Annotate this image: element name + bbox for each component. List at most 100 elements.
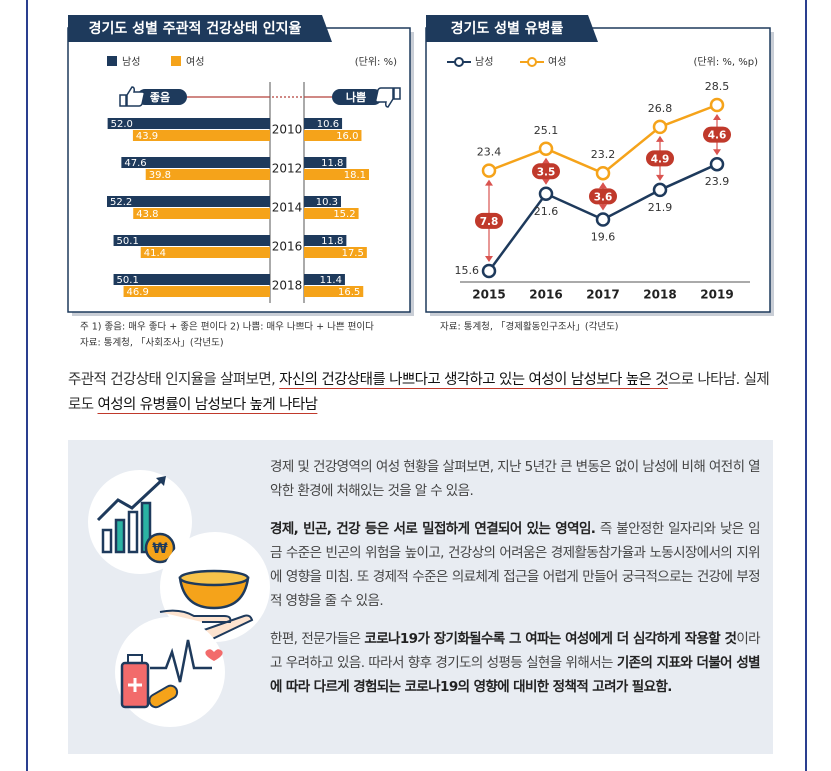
bar-good xyxy=(113,235,271,246)
gap-arrowhead xyxy=(485,179,493,186)
bar-bad xyxy=(304,247,367,258)
point xyxy=(481,263,497,279)
bar-good xyxy=(113,274,271,285)
value-label: 15.6 xyxy=(455,264,480,277)
bar-bad xyxy=(304,196,341,207)
gap-arrowhead xyxy=(656,174,664,181)
bar-good xyxy=(107,196,270,207)
gap-arrowhead xyxy=(656,135,664,142)
value-label: 11.8 xyxy=(321,158,343,169)
value-label: 11.4 xyxy=(320,275,342,286)
paragraph: 경제 및 건강영역의 여성 현황을 살펴보면, 지난 5년간 큰 변동은 없이 … xyxy=(270,455,761,503)
unit-label: (단위: %) xyxy=(355,55,397,68)
x-tick-label: 2018 xyxy=(643,288,676,302)
thumb-down-icon xyxy=(375,87,401,108)
bar-bad xyxy=(304,130,362,141)
source: 자료: 통계청, 「사회조사」(각년도) xyxy=(80,337,224,349)
value-label: 52.2 xyxy=(110,197,132,208)
value-label: 10.3 xyxy=(316,197,338,208)
icon-bar xyxy=(114,518,126,554)
bar-good xyxy=(140,247,270,258)
gap-arrowhead xyxy=(599,204,607,211)
bar-bad xyxy=(304,208,359,219)
chart-title: 경기도 성별 유병률 xyxy=(451,20,564,37)
point xyxy=(538,141,554,157)
bar-good xyxy=(121,157,270,168)
gap-arrowhead xyxy=(713,149,721,156)
icon-pulse xyxy=(150,639,212,683)
value-label: 16.5 xyxy=(338,287,360,298)
text: 한편, 전문가들은 xyxy=(270,631,365,647)
source: 자료: 통계청, 「경제활동인구조사」(각년도) xyxy=(440,321,619,333)
value-label: 47.6 xyxy=(124,158,146,169)
legend-swatch xyxy=(171,56,181,66)
icon-bar xyxy=(127,510,139,554)
bar-bad xyxy=(304,286,364,297)
bar-bad xyxy=(304,118,343,129)
legend-marker xyxy=(454,57,464,67)
text: 즉 불안정한 일자리와 낮은 임금 수준은 빈곤의 위험을 높이고, 건강상의 … xyxy=(270,521,761,609)
legend-swatch xyxy=(107,56,117,66)
point xyxy=(652,182,668,198)
value-label: 17.5 xyxy=(342,248,364,259)
bar-good xyxy=(145,169,270,180)
category-label: 2018 xyxy=(272,279,303,293)
summary: 주관적 건강상태 인지율을 살펴보면, 자신의 건강상태를 나쁘다고 생각하고 … xyxy=(68,368,773,418)
icon-coin xyxy=(144,532,176,564)
icon-heart xyxy=(205,649,223,661)
value-label: 46.9 xyxy=(127,287,149,298)
summary-text: 주관적 건강상태 인지율을 살펴보면, xyxy=(68,372,280,388)
box-text: 경제 및 건강영역의 여성 현황을 살펴보면, 지난 5년간 큰 변동은 없이 … xyxy=(270,455,761,713)
gap-label: 3.5 xyxy=(537,166,556,178)
value-label: 28.5 xyxy=(705,80,730,93)
value-label: 50.1 xyxy=(117,236,139,247)
point xyxy=(709,97,725,113)
gap-pill xyxy=(589,188,617,205)
gap-label: 7.8 xyxy=(480,216,499,228)
value-label: 18.1 xyxy=(344,170,366,181)
gap-label: 3.6 xyxy=(594,191,613,203)
category-label: 2016 xyxy=(272,240,303,254)
summary-highlight: 여성의 유병률이 남성보다 높게 나타남 xyxy=(97,397,318,413)
point xyxy=(481,163,497,178)
icon-trend xyxy=(96,478,164,522)
gap-label: 4.9 xyxy=(651,153,670,165)
legend-label: 남성 xyxy=(122,56,140,68)
gap-arrowhead xyxy=(485,256,493,262)
value-label: 52.0 xyxy=(111,119,133,130)
value-label: 26.8 xyxy=(648,102,673,115)
category-label: 2012 xyxy=(272,162,303,176)
bar-bad xyxy=(304,235,347,246)
bold-text: 경제, 빈곤, 건강 등은 서로 밀접하게 연결되어 있는 영역임. xyxy=(270,521,596,537)
legend-marker xyxy=(527,57,537,67)
title-tab xyxy=(426,15,598,42)
value-label: 19.6 xyxy=(591,231,616,244)
value-label: 21.9 xyxy=(648,201,673,214)
gap-pill xyxy=(646,150,674,167)
legend-label: 여성 xyxy=(548,56,566,68)
point xyxy=(595,212,611,227)
x-tick-label: 2015 xyxy=(472,288,505,302)
bar-good xyxy=(107,118,271,129)
value-label: 23.4 xyxy=(477,146,502,159)
legend-label: 여성 xyxy=(186,56,204,68)
bar-bad xyxy=(304,169,369,180)
value-label: 43.9 xyxy=(136,131,158,142)
unit-label: (단위: %, %p) xyxy=(694,55,759,68)
gap-pill xyxy=(475,212,503,229)
x-tick-label: 2017 xyxy=(586,288,619,302)
value-label: 43.8 xyxy=(136,209,158,220)
bar-good xyxy=(133,208,270,219)
icon-cross xyxy=(128,678,142,692)
value-label: 23.9 xyxy=(705,175,730,188)
bold-text: 기존의 지표와 더불어 성별에 따라 다르게 경험되는 코로나19의 영향에 대… xyxy=(270,655,761,695)
gap-arrowhead xyxy=(713,114,721,120)
point xyxy=(709,156,725,172)
category-label: 2014 xyxy=(272,201,303,215)
summary-highlight: 자신의 건강상태를 나쁘다고 생각하고 있는 여성이 남성보다 높은 것 xyxy=(279,372,668,388)
summary-text: 으로 나타남. 실제로도 xyxy=(68,372,770,413)
value-label: 39.8 xyxy=(149,170,171,181)
thumb-up-icon xyxy=(119,86,145,107)
category-label: 2010 xyxy=(272,123,303,137)
